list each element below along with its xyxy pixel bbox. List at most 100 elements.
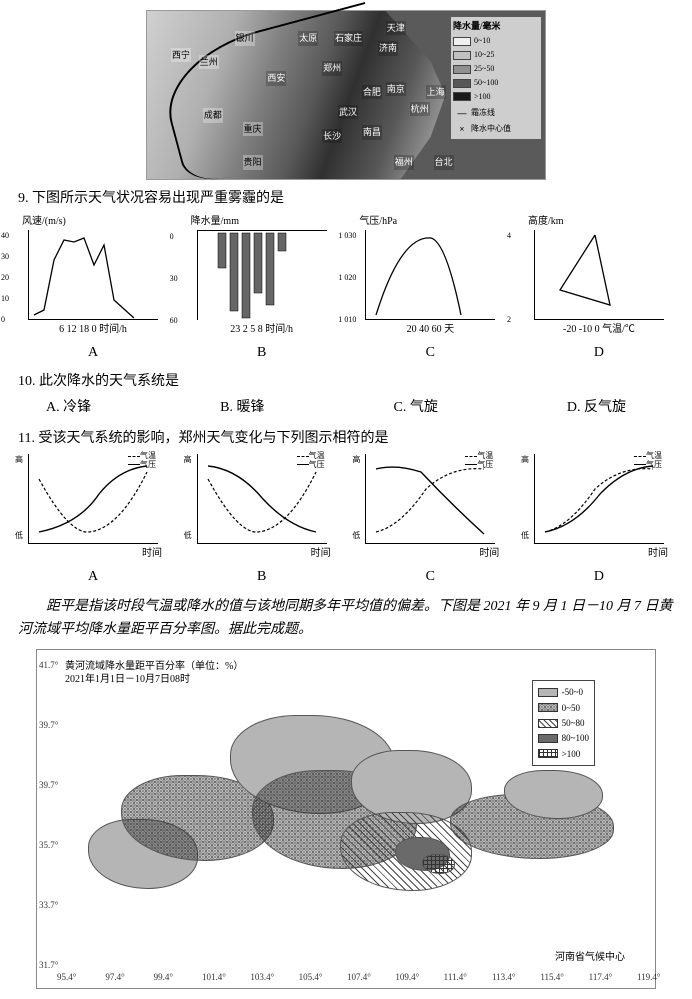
legend-swatch (453, 79, 471, 88)
legend-swatch (453, 37, 471, 46)
q11-chart-row: 高低气温气压时间A高低气温气压时间B高低气温气压时间C高低气温气压时间D (18, 454, 674, 588)
option: B. 暖锋 (220, 397, 264, 419)
ytick-hi: 高 (352, 454, 360, 467)
ytick: 4 (507, 230, 511, 243)
ytick-lo: 低 (352, 530, 360, 543)
legend-extra-row: ×降水中心值 (453, 122, 539, 136)
mini-chart: 风速/(m/s)403020100 6 12 18 0 时间/h A (18, 214, 168, 364)
legend-row: 50~100 (453, 77, 539, 90)
ytick: 0 (1, 314, 5, 327)
ytick: 60 (170, 315, 178, 328)
map-region (422, 854, 455, 874)
ytick: 31.7° (39, 958, 58, 972)
chart-plot: 403020100 (28, 230, 158, 320)
city-label: 杭州 (410, 102, 430, 116)
chart-plot: 高低气温气压 (28, 454, 158, 544)
chart-xlabel: -20 -10 0 气温/℃ (563, 322, 635, 338)
legend-swatch (453, 65, 471, 74)
passage-text: 距平是指该时段气温或降水的值与该地同期多年平均值的偏差。下图是 2021 年 9… (18, 596, 674, 641)
map-legend: 降水量/毫米 0~1010~2525~5050~100>100 —霜冻线×降水中… (451, 17, 541, 139)
ytick-hi: 高 (184, 454, 192, 467)
chart-xlabel: 时间 (479, 546, 499, 562)
chart-legend: 气温气压 (465, 452, 493, 470)
chart-letter: A (88, 342, 98, 364)
xtick: 117.4° (589, 970, 613, 984)
ytick: 33.7° (39, 898, 58, 912)
chart-xlabel: 时间 (648, 546, 668, 562)
ytick-hi: 高 (521, 454, 529, 467)
ytick: 10 (1, 293, 9, 306)
city-label: 济南 (378, 41, 398, 55)
chart-plot: 高低气温气压 (365, 454, 495, 544)
city-label: 南昌 (362, 125, 382, 139)
legend-swatch (538, 688, 558, 697)
chart-xlabel: 6 12 18 0 时间/h (59, 322, 127, 338)
ytick-lo: 低 (15, 530, 23, 543)
chart-xlabel: 23 2 5 8 时间/h (230, 322, 293, 338)
ytick-lo: 低 (521, 530, 529, 543)
chart-xlabel: 20 40 60 天 (407, 322, 455, 338)
legend-label: 25~50 (474, 63, 494, 76)
legend-swatch (453, 51, 471, 60)
city-label: 石家庄 (334, 31, 363, 45)
xtick: 119.4° (637, 970, 661, 984)
city-label: 重庆 (243, 122, 263, 136)
ytick: 1 010 (338, 314, 356, 327)
basin-area (77, 700, 625, 948)
map-title: 黄河流域降水量距平百分率（单位：%） 2021年1月1日－10月7日08时 (65, 660, 243, 686)
mini-chart: 高低气温气压时间D (524, 454, 674, 588)
xtick: 113.4° (492, 970, 516, 984)
question-11: 11. 受该天气系统的影响，郑州天气变化与下列图示相符的是 (18, 428, 674, 450)
chart-xlabel: 时间 (142, 546, 162, 562)
ytick: 41.7° (39, 658, 58, 672)
option: A. 冷锋 (46, 397, 91, 419)
ytick: 40 (1, 230, 9, 243)
chart-ylabel: 高度/km (528, 214, 564, 230)
chart-letter: B (257, 342, 266, 364)
chart-svg (29, 230, 159, 320)
city-label: 贵阳 (243, 155, 263, 169)
chart-plot: 03060 (197, 230, 327, 320)
xtick: 103.4° (250, 970, 274, 984)
chart-letter: C (426, 566, 435, 588)
city-label: 南京 (386, 82, 406, 96)
chart-plot: 42 (534, 230, 664, 320)
xtick: 99.4° (154, 970, 173, 984)
legend-swatch (453, 92, 471, 101)
chart-xlabel: 时间 (311, 546, 331, 562)
legend-label: 10~25 (474, 49, 494, 62)
chart-letter: B (257, 566, 266, 588)
ytick-lo: 低 (184, 530, 192, 543)
ytick: 35.7° (39, 838, 58, 852)
chart-letter: D (594, 342, 604, 364)
xtick: 107.4° (347, 970, 371, 984)
ytick: 20 (1, 272, 9, 285)
mini-chart: 高低气温气压时间B (187, 454, 337, 588)
anomaly-map: 黄河流域降水量距平百分率（单位：%） 2021年1月1日－10月7日08时 -5… (36, 649, 656, 989)
city-label: 成都 (203, 108, 223, 122)
legend-row: -50~0 (538, 685, 589, 699)
ytick: 0 (170, 231, 174, 244)
legend-extra-row: —霜冻线 (453, 106, 539, 120)
legend-label: >100 (474, 91, 491, 104)
legend-row: 10~25 (453, 49, 539, 62)
ytick: 1 030 (338, 230, 356, 243)
chart-svg (366, 230, 496, 320)
xtick: 105.4° (299, 970, 323, 984)
city-label: 银川 (235, 31, 255, 45)
precipitation-map: 银川太原石家庄天津济南西宁兰州郑州西安合肥南京上海成都武汉杭州重庆长沙南昌贵阳福… (146, 10, 546, 180)
city-label: 郑州 (322, 61, 342, 75)
ytick: 30 (170, 273, 178, 286)
city-label: 西宁 (171, 48, 191, 62)
legend-row: >100 (453, 91, 539, 104)
ytick: 2 (507, 314, 511, 327)
ytick-hi: 高 (15, 454, 23, 467)
q9-chart-row: 风速/(m/s)4030201006 12 18 0 时间/hA降水量/mm03… (18, 214, 674, 364)
chart-ylabel: 风速/(m/s) (22, 214, 66, 230)
city-label: 台北 (434, 155, 454, 169)
q10-options: A. 冷锋B. 暖锋C. 气旋D. 反气旋 (46, 397, 626, 419)
chart-legend: 气温气压 (128, 452, 156, 470)
chart-svg (198, 231, 328, 321)
mini-chart: 气压/hPa1 0301 0201 01020 40 60 天C (355, 214, 505, 364)
city-label: 太原 (298, 31, 318, 45)
